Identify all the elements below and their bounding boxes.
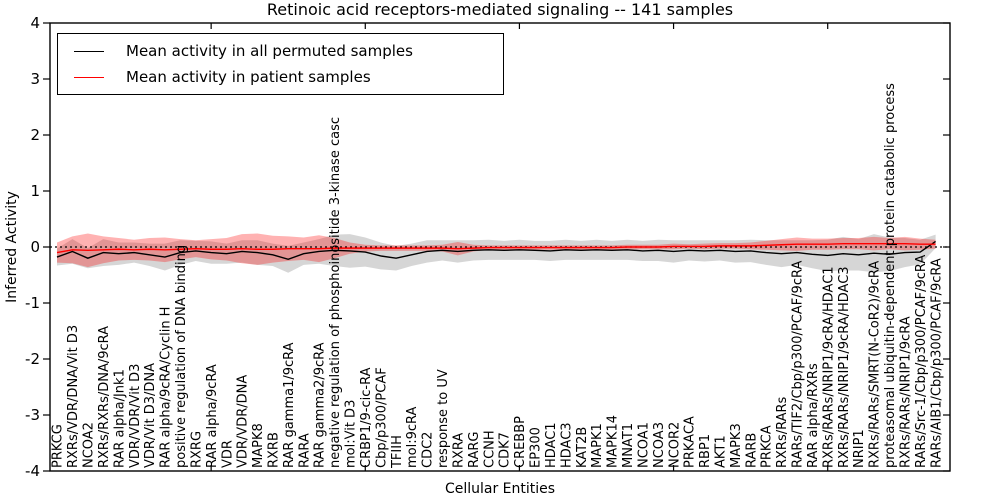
x-category-label: EP300 [529, 427, 544, 468]
x-category-label: PRKCA [760, 425, 775, 468]
permuted-std-band [57, 234, 936, 273]
x-category-label: mol:9cRA [405, 406, 420, 468]
x-category-label: VDR [220, 440, 235, 468]
x-category-label: VDR/Vit D3/DNA [143, 363, 158, 468]
x-category-label: TFIIH [390, 435, 405, 469]
x-category-label: CRBP1/9-cic-RA [359, 367, 374, 468]
x-category-label: MAPK3 [729, 423, 744, 468]
x-axis-ticks [210, 23, 829, 471]
y-tick-label: -4 [25, 462, 40, 480]
legend: Mean activity in all permuted samples Me… [57, 33, 504, 95]
x-category-label: NCOR2 [667, 422, 682, 468]
x-category-label: VDR/VDR/Vit D3 [128, 364, 143, 468]
y-tick-label: 3 [30, 70, 40, 88]
x-category-label: RAR alpha/Jnk1 [112, 369, 127, 468]
x-category-label: MNAT1 [621, 423, 636, 468]
legend-label-patient: Mean activity in patient samples [126, 68, 371, 86]
x-category-label: Cbp/p300/PCAF [374, 367, 389, 468]
x-category-label: RXRs/RARs/NRIP1/9cRA/HDAC1 [821, 266, 836, 468]
x-category-label: RXRs/RARs/NRIP1/9cRA [898, 316, 913, 468]
x-category-label: KAT2B [575, 427, 590, 468]
x-category-label: RAR gamma1/9cRA [282, 342, 297, 468]
x-category-label: NCOA2 [82, 422, 97, 468]
x-category-label: RXRs/VDR/DNA/Vit D3 [66, 325, 81, 468]
x-category-label: RAR alpha/9cRA/Cyclin H [159, 307, 174, 468]
legend-line-sample-patient-icon [74, 76, 104, 78]
x-category-label: RARs/TIF2/Cbp/p300/PCAF/9cRA [791, 261, 806, 468]
legend-entry-patient: Mean activity in patient samples [58, 68, 503, 86]
x-category-label: RAR gamma2/9cRA [313, 342, 328, 468]
x-category-labels: PRKCG RXRs/VDR/DNA/Vit D3 NCOA2 RXRs/RXRs/D… [51, 83, 945, 469]
x-category-label: RARs/Src-1/Cbp/p300/PCAF/9cRA [914, 255, 929, 468]
x-category-label: PRKACA [683, 416, 698, 468]
legend-entry-permuted: Mean activity in all permuted samples [58, 42, 503, 60]
y-tick-label: -1 [25, 294, 40, 312]
x-category-label: RXRs/RXRs/DNA/9cRA [97, 326, 112, 468]
x-category-label: AKT1 [714, 435, 729, 468]
x-category-label: CCNH [482, 430, 497, 468]
chart-title: Retinoic acid receptors-mediated signali… [266, 0, 734, 19]
x-category-label: MAPK8 [251, 423, 266, 468]
x-category-label: response to UV [436, 369, 451, 468]
permuted-mean-line [56, 240, 936, 261]
legend-label-permuted: Mean activity in all permuted samples [126, 42, 413, 60]
x-category-label: positive regulation of DNA binding [174, 245, 189, 468]
x-axis-label: Cellular Entities [444, 481, 556, 497]
x-category-label: mol:Vit D3 [344, 400, 359, 468]
y-tick-label: 0 [30, 238, 40, 256]
x-category-label: CDK7 [498, 432, 513, 468]
x-category-label: RARB [744, 433, 759, 468]
x-category-label: RXRs/RARs/NRIP1/9cRA/HDAC3 [837, 266, 852, 468]
x-category-label: MAPK14 [606, 415, 621, 468]
x-category-label: RXRA [451, 433, 466, 468]
x-category-label: RAR alpha/9cRA [205, 364, 220, 468]
x-category-label: VDR/VDR/DNA [236, 375, 251, 468]
x-category-label: NRIP1 [852, 429, 867, 468]
x-category-label: CDC2 [421, 432, 436, 468]
x-category-label: PRKCG [51, 424, 66, 468]
x-category-label: RXRs/RARs [775, 396, 790, 468]
y-tick-label: 2 [30, 126, 40, 144]
x-category-label: HDAC3 [559, 422, 574, 468]
x-category-label: RARA [297, 433, 312, 468]
patient-std-band [57, 233, 936, 268]
y-tick-label: -3 [25, 406, 40, 424]
x-category-label: RBP1 [698, 434, 713, 468]
x-category-label: proteasomal ubiquitin-dependent protein … [883, 83, 898, 468]
x-category-label: NCOA3 [652, 422, 667, 468]
x-category-label: RXRs/RARs/SMRT(N-CoR2)/9cRA [868, 261, 883, 468]
x-category-label: RARs/AIB1/Cbp/p300/PCAF/9cRA [929, 258, 944, 468]
y-tick-label: 1 [30, 182, 40, 200]
y-tick-label: 4 [30, 14, 40, 32]
x-category-label: CREBBP [513, 416, 528, 468]
x-category-label: RXRB [266, 432, 281, 468]
y-tick-label: -2 [25, 350, 40, 368]
x-category-label: NCOA1 [636, 422, 651, 468]
x-category-label: MAPK1 [590, 423, 605, 468]
x-category-label: RARG [467, 431, 482, 468]
x-category-label: HDAC1 [544, 422, 559, 468]
patient-mean-line [56, 242, 936, 254]
x-category-label: RXRG [189, 431, 204, 468]
x-category-label: RAR alpha/RXRs [806, 363, 821, 468]
x-category-label: negative regulation of phosphoinositide … [328, 117, 343, 468]
legend-line-sample-permuted-icon [74, 50, 104, 52]
y-axis-ticks: -4 -3 -2 -1 0 1 2 3 4 [25, 14, 950, 480]
y-axis-label: Inferred Activity [4, 191, 20, 303]
